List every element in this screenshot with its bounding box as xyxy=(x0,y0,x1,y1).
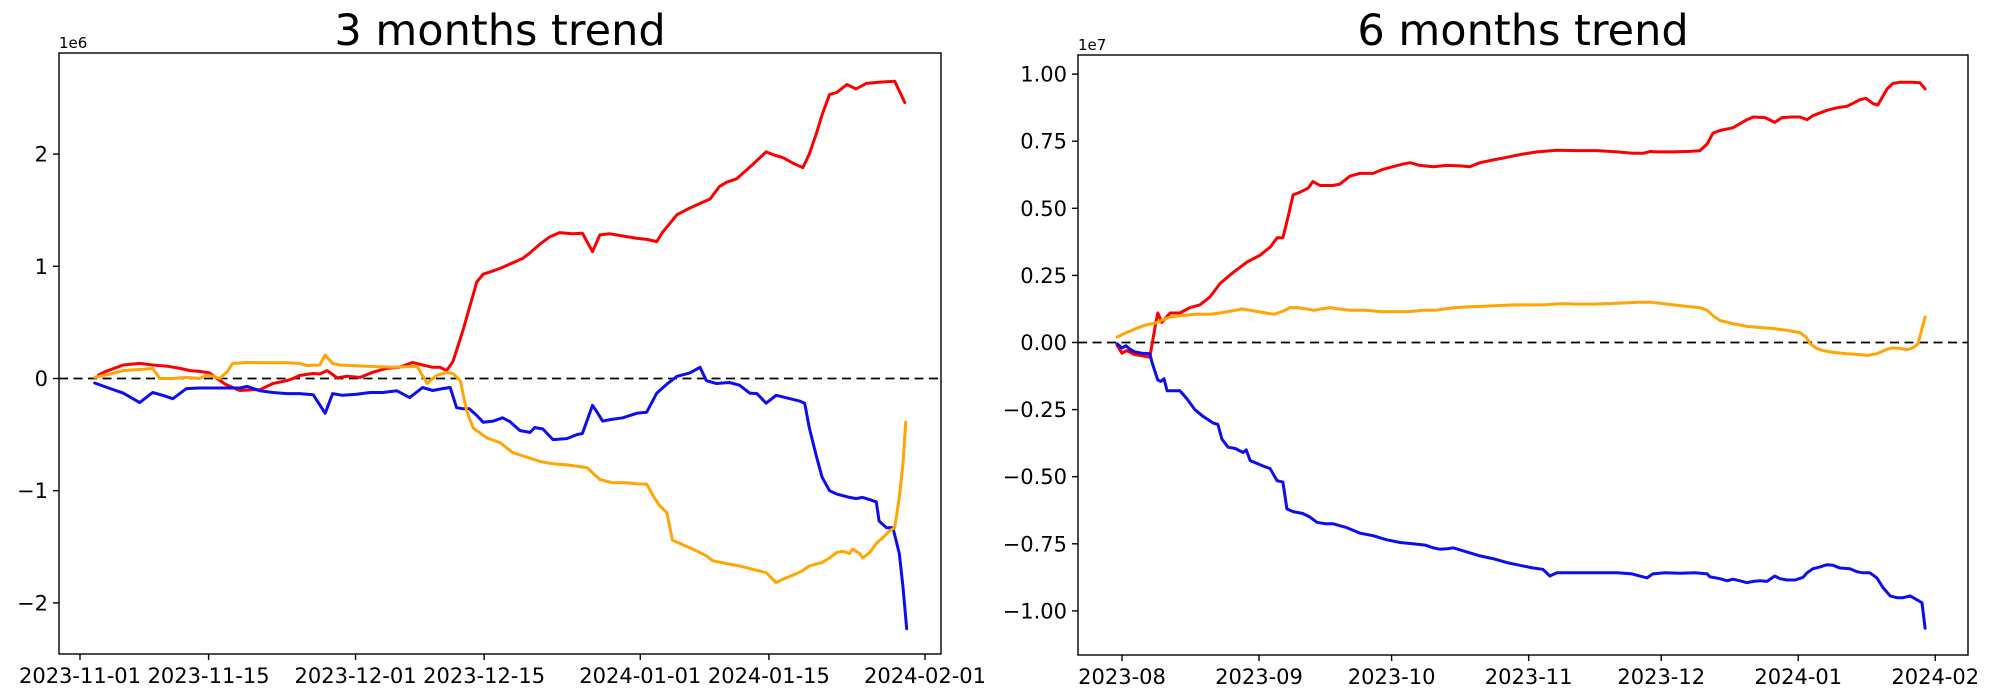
x-tick-label: 2024-01-01 xyxy=(579,664,701,688)
x-tick-label: 2023-08 xyxy=(1078,665,1166,689)
axes-3-months: 2023-11-01 2023-11-15 2023-12-01 2023-12-15… xyxy=(17,52,986,688)
y-tick-label: 2 xyxy=(35,143,48,167)
y-tick-label: 1.00 xyxy=(1020,63,1067,87)
y-tick-label: −0.50 xyxy=(1003,465,1067,489)
chart-3-months-trend: 3 months trend 1e6 2023-11-01 2023-11-15 2… xyxy=(17,6,986,688)
x-tick-label: 2024-01 xyxy=(1754,665,1842,689)
orange-series-line xyxy=(93,353,908,585)
y-tick-label: 0.00 xyxy=(1020,331,1067,355)
x-tick-label: 2023-11-01 xyxy=(19,664,141,688)
plot-border xyxy=(1077,54,1969,656)
blue-series-line xyxy=(1115,342,1927,630)
x-tick-label: 2023-11 xyxy=(1485,665,1573,689)
chart-title-6-months: 6 months trend xyxy=(1357,6,1688,56)
x-tick-label: 2024-02 xyxy=(1891,665,1979,689)
blue-series-line xyxy=(93,365,909,631)
y-tick-label: −2 xyxy=(17,591,48,615)
x-tick-label: 2023-11-15 xyxy=(148,664,270,688)
x-tick-label: 2023-12-15 xyxy=(423,664,545,688)
x-tick-label: 2023-09 xyxy=(1215,665,1303,689)
chart-6-months-trend: 6 months trend 1e7 2023-08 2023-09 2023-10… xyxy=(1003,6,1980,689)
y-tick-label: 0.50 xyxy=(1020,197,1067,221)
plot-border xyxy=(58,52,942,655)
x-tick-label: 2024-01-15 xyxy=(708,664,830,688)
chart-title-3-months: 3 months trend xyxy=(334,6,665,56)
y-tick-label: 0.75 xyxy=(1020,130,1067,154)
y-tick-label: 0 xyxy=(35,367,48,391)
y-axis-offset-label-1e7: 1e7 xyxy=(1078,36,1106,54)
axes-6-months: 2023-08 2023-09 2023-10 2023-11 2023-12 2024-… xyxy=(1003,54,1979,689)
red-series-line xyxy=(1115,80,1927,359)
y-tick-label: 1 xyxy=(35,255,48,279)
x-tick-label: 2023-12 xyxy=(1617,665,1705,689)
orange-series-line xyxy=(1115,300,1927,357)
y-axis-offset-label-1e6: 1e6 xyxy=(59,34,87,52)
red-series-line xyxy=(96,79,907,392)
y-tick-label: 0.25 xyxy=(1020,264,1067,288)
x-tick-label: 2023-10 xyxy=(1348,665,1436,689)
y-tick-label: −0.25 xyxy=(1003,398,1067,422)
y-tick-label: −0.75 xyxy=(1003,532,1067,556)
x-tick-label: 2023-12-01 xyxy=(295,664,417,688)
y-tick-label: −1.00 xyxy=(1003,599,1067,623)
x-tick-label: 2024-02-01 xyxy=(864,664,986,688)
y-tick-label: −1 xyxy=(17,479,48,503)
